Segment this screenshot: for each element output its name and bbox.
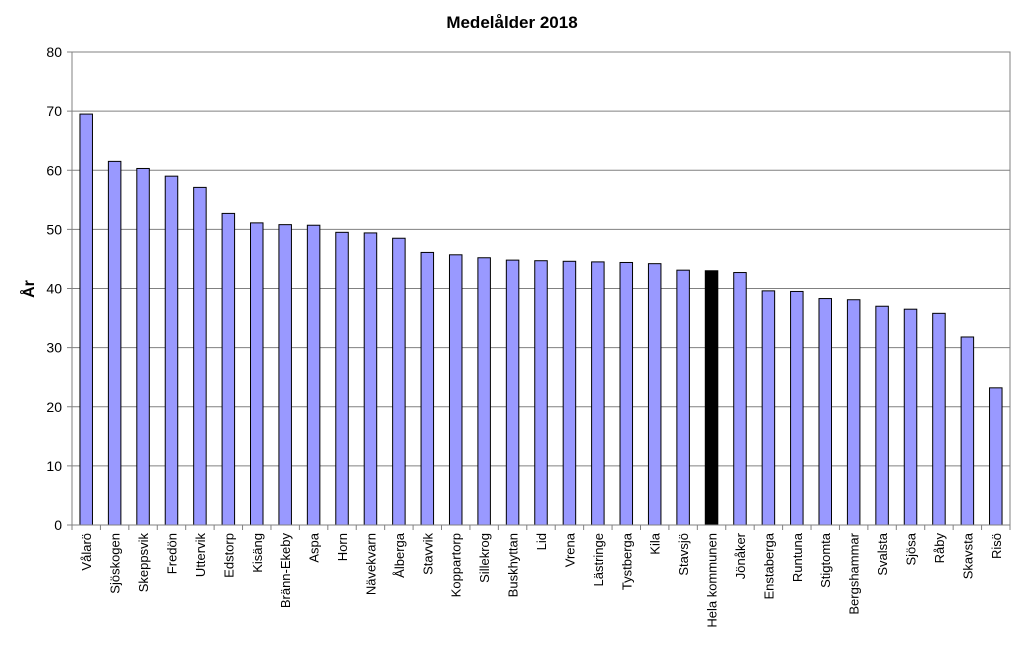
- bar: [164, 175, 179, 526]
- x-tick-label: Bergshammar: [847, 532, 862, 614]
- x-tick-label: Uttervik: [193, 533, 208, 578]
- bar: [534, 260, 548, 526]
- bar: [818, 298, 832, 526]
- bar: [562, 260, 577, 526]
- bar: [960, 336, 975, 526]
- x-tick-label: Horn: [335, 533, 350, 561]
- bar: [136, 167, 150, 526]
- bars: [79, 113, 1003, 526]
- x-tick-label: Risö: [989, 533, 1004, 559]
- x-tick-label: Svalsta: [875, 532, 890, 575]
- x-tick-label: Råby: [932, 533, 947, 564]
- bar: [477, 257, 491, 526]
- x-tick-label: Stavsjö: [676, 533, 691, 576]
- bar-highlight: [704, 270, 719, 526]
- x-tick-label: Vålarö: [79, 533, 94, 571]
- bar: [989, 387, 1003, 526]
- bar: [420, 251, 435, 526]
- x-tick-label: Sillekrog: [477, 533, 492, 583]
- bar: [903, 308, 918, 526]
- x-tick-label: Kisäng: [250, 533, 265, 573]
- x-tick-label: Nävekvarn: [363, 533, 378, 595]
- x-tick-label: Kila: [648, 532, 663, 554]
- y-tick-label: 50: [46, 221, 62, 237]
- bar: [932, 312, 946, 526]
- bar: [448, 254, 463, 526]
- x-tick-label: Stavvik: [420, 533, 435, 575]
- bar: [619, 261, 634, 526]
- bar: [761, 290, 776, 526]
- y-axis-label: År: [19, 280, 38, 298]
- bar: [193, 186, 207, 526]
- x-tick-label: Skeppsvik: [136, 533, 151, 593]
- x-tick-label: Vrena: [562, 532, 577, 567]
- y-tick-label: 40: [46, 281, 62, 297]
- bar: [107, 160, 122, 526]
- x-tick-label: Bränn-Ekeby: [278, 533, 293, 609]
- x-tick-label: Lästringe: [591, 533, 606, 586]
- x-tick-label: Sjösa: [904, 532, 919, 565]
- bar: [250, 222, 264, 526]
- bar: [221, 212, 236, 526]
- x-tick-label: Enstaberga: [761, 532, 776, 599]
- x-tick-label: Lid: [534, 533, 549, 550]
- y-tick-label: 70: [46, 103, 62, 119]
- bar: [733, 272, 747, 526]
- bar: [875, 305, 889, 526]
- x-tick-label: Hela kommunen: [705, 533, 720, 628]
- bar: [335, 231, 349, 526]
- x-tick-label: Jönåker: [733, 532, 748, 579]
- bar: [306, 224, 321, 526]
- bar: [505, 259, 520, 526]
- x-tick-label: Stigtomta: [818, 532, 833, 588]
- bar: [790, 290, 804, 526]
- bar: [846, 299, 861, 526]
- y-tick-label: 60: [46, 162, 62, 178]
- bar: [278, 224, 292, 526]
- y-tick-label: 20: [46, 399, 62, 415]
- x-tick-label: Buskhyttan: [506, 533, 521, 597]
- bar: [676, 269, 690, 526]
- bar: [591, 261, 605, 526]
- x-axis-tick-labels: Vålarö Sjöskogen Skeppsvik Fredön Uttervik Ed…: [71, 525, 1011, 628]
- bar: [647, 263, 662, 526]
- x-tick-label: Runtuna: [790, 532, 805, 582]
- x-tick-label: Aspa: [307, 532, 322, 562]
- y-axis-ticks: 0 10 20 30 40 50 60 70 80: [46, 44, 72, 533]
- y-tick-label: 30: [46, 340, 62, 356]
- bar: [79, 113, 93, 526]
- x-tick-label: Edstorp: [221, 533, 236, 578]
- x-tick-label: Koppartorp: [449, 533, 464, 597]
- x-tick-label: Skavsta: [960, 532, 975, 579]
- y-tick-label: 0: [54, 517, 62, 533]
- x-tick-label: Sjöskogen: [108, 533, 123, 594]
- plot-area-frame: [71, 51, 1011, 526]
- x-tick-label: Fredön: [164, 533, 179, 574]
- y-tick-label: 10: [46, 458, 62, 474]
- bar: [392, 237, 406, 526]
- x-tick-label: Ålberga: [392, 532, 407, 578]
- y-tick-label: 80: [46, 44, 62, 60]
- chart-title: Medelålder 2018: [446, 13, 577, 32]
- bar: [363, 232, 378, 526]
- x-tick-label: Tystberga: [619, 532, 634, 590]
